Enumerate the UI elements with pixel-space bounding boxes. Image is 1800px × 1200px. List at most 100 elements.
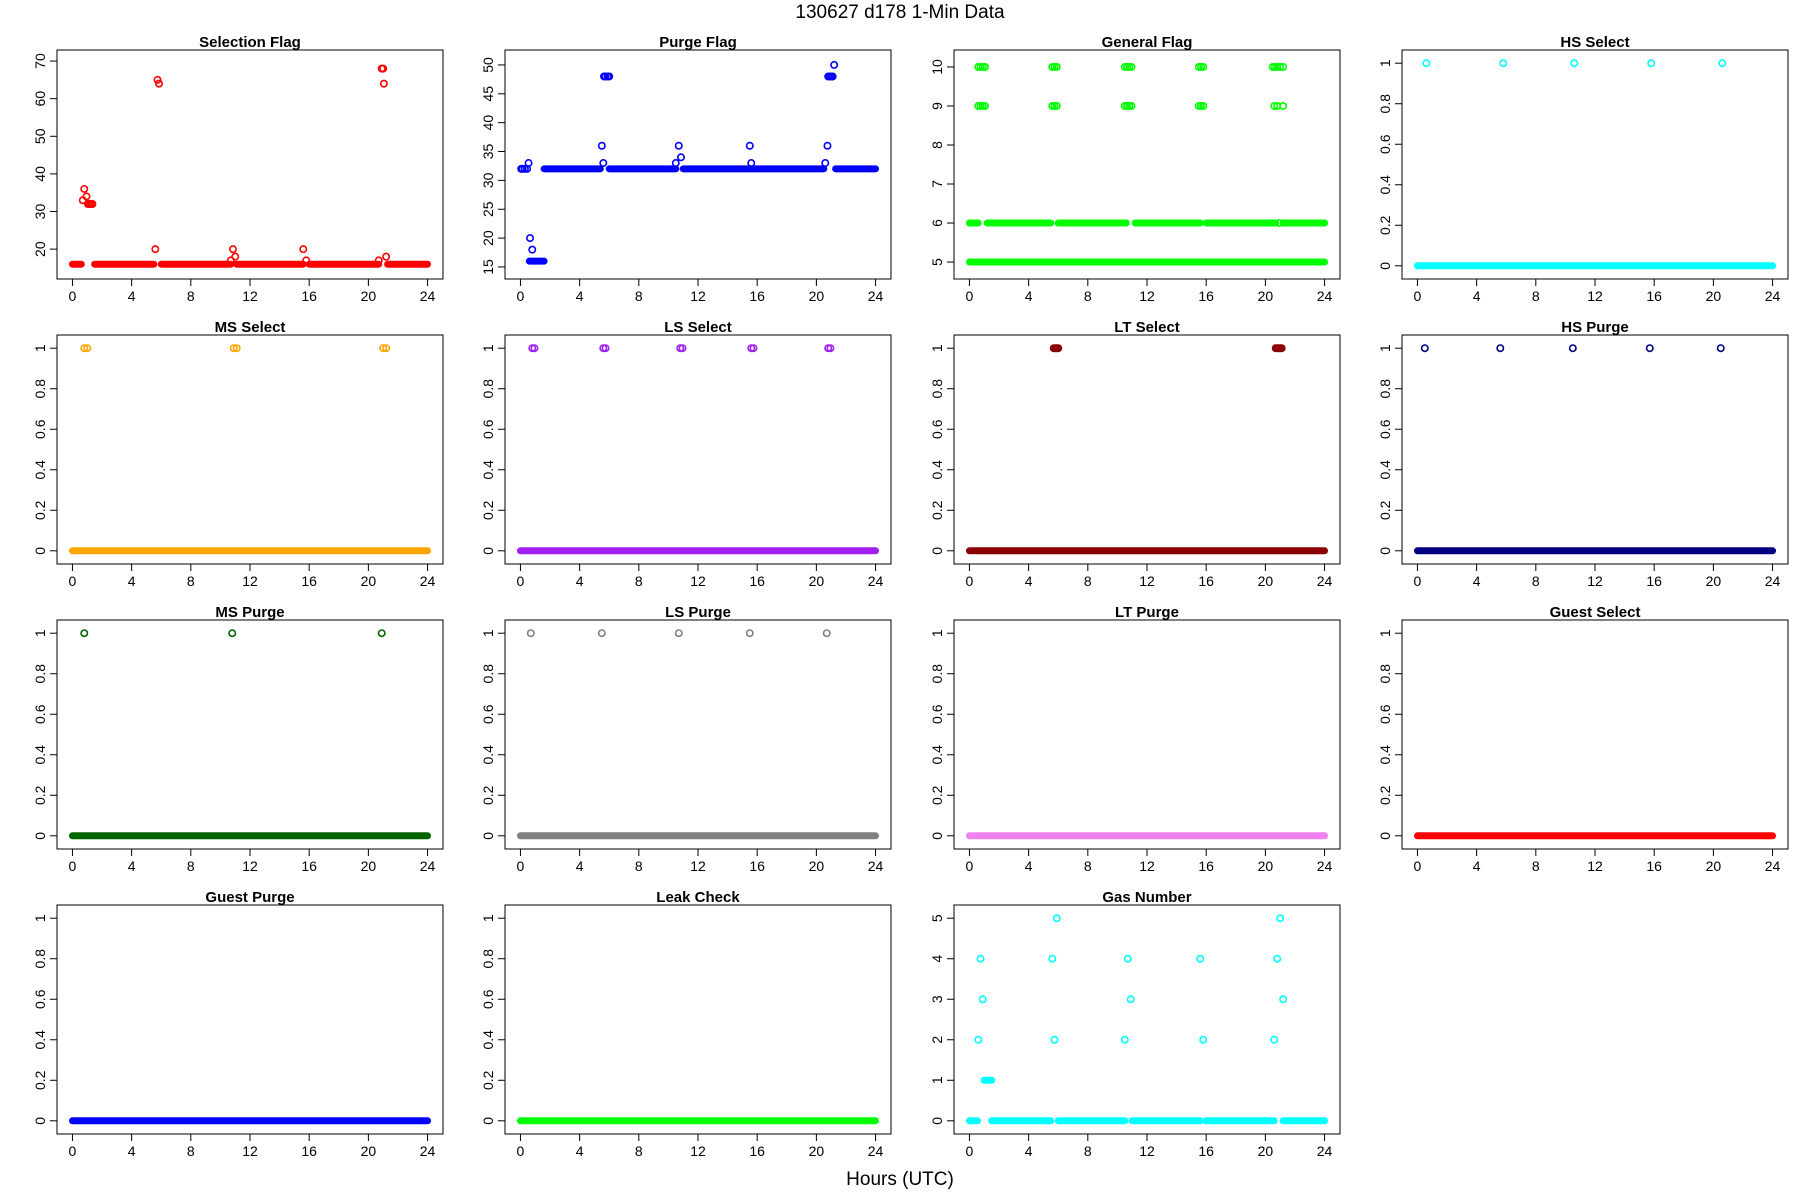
panel-lt-select: LT Select 0 4 8 12 16 20 24 0 0.2 0.4 0.6 0.8 1 bbox=[929, 319, 1341, 589]
panel-lt-purge: LT Purge 0 4 8 12 16 20 24 0 0.2 0.4 0.6 0.8 1 bbox=[929, 604, 1341, 874]
data-point bbox=[526, 629, 535, 638]
x-tick-label: 8 bbox=[1532, 573, 1540, 589]
x-tick-label: 24 bbox=[1765, 858, 1781, 874]
x-axis: 0 4 8 12 16 20 24 bbox=[966, 848, 1333, 874]
y-tick-label: 3 bbox=[929, 995, 945, 1003]
x-tick-label: 8 bbox=[1084, 858, 1092, 874]
y-tick-label: 70 bbox=[32, 53, 48, 69]
x-tick-label: 8 bbox=[635, 1143, 643, 1159]
data-point bbox=[1270, 1035, 1279, 1044]
x-tick-label: 8 bbox=[635, 573, 643, 589]
data-series bbox=[1413, 59, 1777, 270]
y-tick-label: 50 bbox=[480, 57, 496, 73]
data-series bbox=[1413, 344, 1777, 555]
x-tick-label: 20 bbox=[361, 573, 377, 589]
data-point bbox=[528, 245, 537, 254]
y-tick-label: 0 bbox=[32, 832, 48, 840]
y-tick-label: 0 bbox=[480, 1117, 496, 1125]
x-tick-label: 16 bbox=[301, 288, 317, 304]
y-tick-label: 1 bbox=[480, 629, 496, 637]
x-tick-label: 4 bbox=[576, 573, 584, 589]
y-tick-label: 0.2 bbox=[1377, 785, 1393, 805]
x-tick-label: 16 bbox=[1198, 288, 1214, 304]
x-tick-label: 4 bbox=[576, 858, 584, 874]
data-point bbox=[377, 629, 386, 638]
x-tick-label: 12 bbox=[690, 288, 706, 304]
panel-title: HS Purge bbox=[1561, 319, 1629, 336]
y-axis: 0 0.2 0.4 0.6 0.8 1 bbox=[480, 629, 506, 840]
plot-frame bbox=[56, 619, 444, 850]
data-point bbox=[526, 234, 535, 243]
y-tick-label: 40 bbox=[32, 166, 48, 182]
y-tick-label: 6 bbox=[929, 219, 945, 227]
x-tick-label: 24 bbox=[420, 288, 436, 304]
data-point bbox=[1050, 1035, 1059, 1044]
y-tick-label: 1 bbox=[32, 344, 48, 352]
y-tick-label: 0.6 bbox=[929, 419, 945, 439]
data-point bbox=[228, 245, 237, 254]
y-tick-label: 60 bbox=[32, 91, 48, 107]
data-point bbox=[747, 159, 756, 168]
plot-frame bbox=[953, 904, 1341, 1135]
x-tick-label: 12 bbox=[1139, 573, 1155, 589]
y-tick-label: 15 bbox=[480, 259, 496, 275]
x-tick-label: 20 bbox=[361, 858, 377, 874]
data-point bbox=[83, 344, 92, 353]
x-tick-label: 4 bbox=[128, 1143, 136, 1159]
panel-ls-purge: LS Purge 0 4 8 12 16 20 24 0 0.2 0.4 0.6 0.8 1 bbox=[480, 604, 892, 874]
data-point bbox=[1123, 954, 1132, 963]
y-tick-label: 0 bbox=[929, 832, 945, 840]
data-point bbox=[1420, 344, 1429, 353]
data-point bbox=[1647, 59, 1656, 68]
x-tick-label: 0 bbox=[1414, 573, 1422, 589]
y-tick-label: 0.4 bbox=[32, 1030, 48, 1050]
panel-guest-select: Guest Select 0 4 8 12 16 20 24 0 0.2 0.4 0.6 0.8 1 bbox=[1377, 604, 1789, 874]
x-tick-label: 20 bbox=[1258, 288, 1274, 304]
data-point bbox=[597, 141, 606, 150]
x-tick-label: 8 bbox=[187, 858, 195, 874]
data-point bbox=[382, 344, 391, 353]
plot-frame bbox=[504, 904, 892, 1135]
x-tick-label: 8 bbox=[635, 288, 643, 304]
x-tick-label: 8 bbox=[187, 1143, 195, 1159]
y-tick-label: 0.2 bbox=[480, 1070, 496, 1090]
data-point bbox=[80, 629, 89, 638]
y-tick-label: 4 bbox=[929, 955, 945, 963]
data-point bbox=[1273, 954, 1282, 963]
x-tick-label: 8 bbox=[635, 858, 643, 874]
x-tick-label: 8 bbox=[1084, 288, 1092, 304]
x-tick-label: 12 bbox=[1139, 1143, 1155, 1159]
x-tick-label: 20 bbox=[809, 1143, 825, 1159]
x-tick-label: 24 bbox=[1317, 288, 1333, 304]
x-tick-label: 0 bbox=[517, 1143, 525, 1159]
panel-purge-flag: Purge Flag 0 4 8 12 16 20 24 15 20 25 30 35 40 45 50 bbox=[480, 34, 892, 304]
plot-frame bbox=[1401, 619, 1789, 850]
data-point bbox=[1279, 101, 1288, 110]
data-point bbox=[1276, 914, 1285, 923]
y-tick-label: 1 bbox=[480, 344, 496, 352]
x-tick-label: 20 bbox=[361, 288, 377, 304]
x-tick-label: 16 bbox=[749, 573, 765, 589]
y-axis: 0 0.2 0.4 0.6 0.8 1 bbox=[480, 344, 506, 555]
y-tick-label: 25 bbox=[480, 201, 496, 217]
y-tick-label: 5 bbox=[929, 258, 945, 266]
x-tick-label: 16 bbox=[749, 288, 765, 304]
x-tick-label: 24 bbox=[868, 1143, 884, 1159]
y-tick-label: 8 bbox=[929, 141, 945, 149]
data-point bbox=[151, 245, 160, 254]
y-axis: 0 0.2 0.4 0.6 0.8 1 bbox=[32, 914, 58, 1125]
x-tick-label: 24 bbox=[420, 573, 436, 589]
data-point bbox=[229, 344, 238, 353]
data-series bbox=[965, 914, 1329, 1125]
y-axis: 0 0.2 0.4 0.6 0.8 1 bbox=[1377, 344, 1403, 555]
data-point bbox=[1052, 101, 1061, 110]
y-axis: 0 0.2 0.4 0.6 0.8 1 bbox=[929, 629, 955, 840]
data-point bbox=[1645, 344, 1654, 353]
data-point bbox=[674, 629, 683, 638]
x-tick-label: 24 bbox=[1317, 858, 1333, 874]
plot-frame bbox=[953, 49, 1341, 280]
x-tick-label: 20 bbox=[1706, 858, 1722, 874]
x-tick-label: 20 bbox=[361, 1143, 377, 1159]
data-point bbox=[299, 245, 308, 254]
